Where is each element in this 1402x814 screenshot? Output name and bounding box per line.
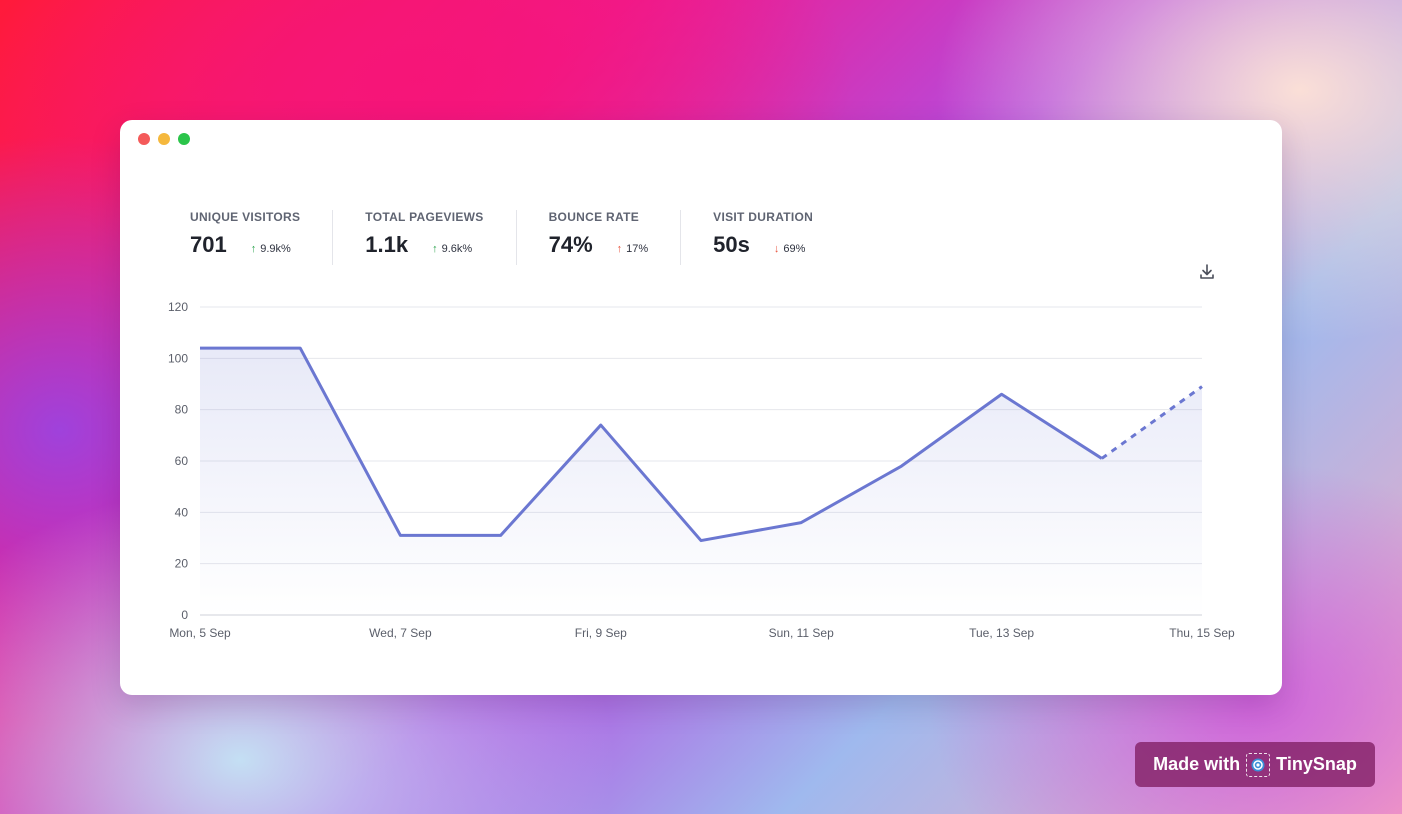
arrow-up-icon: ↑ xyxy=(616,243,623,255)
made-with-badge[interactable]: Made with TinySnap xyxy=(1135,742,1375,787)
series-line-incomplete xyxy=(1100,385,1203,460)
stat-total-pageviews[interactable]: TOTAL PAGEVIEWS 1.1k ↑ 9.6k% xyxy=(365,210,517,265)
stat-change: ↑ 9.6k% xyxy=(432,243,472,255)
y-tick-label: 60 xyxy=(175,454,189,468)
maximize-dot[interactable] xyxy=(178,133,190,145)
stat-value: 701 xyxy=(190,232,227,257)
stat-change: ↓ 69% xyxy=(774,243,806,255)
stat-bounce-rate[interactable]: BOUNCE RATE 74% ↑ 17% xyxy=(549,210,682,265)
stat-label: UNIQUE VISITORS xyxy=(190,210,301,224)
change-value: 9.9k% xyxy=(260,243,291,255)
y-tick-label: 20 xyxy=(175,557,189,571)
x-tick-label: Wed, 7 Sep xyxy=(369,626,432,640)
stat-change: ↑ 9.9k% xyxy=(251,243,291,255)
stat-visit-duration[interactable]: VISIT DURATION 50s ↓ 69% xyxy=(713,210,845,265)
stat-label: TOTAL PAGEVIEWS xyxy=(365,210,484,224)
tinysnap-logo-icon xyxy=(1246,752,1271,777)
badge-brand: TinySnap xyxy=(1276,754,1357,774)
close-dot[interactable] xyxy=(138,133,150,145)
y-tick-label: 40 xyxy=(175,505,189,519)
stats-row: UNIQUE VISITORS 701 ↑ 9.9k% TOTAL PAGEVIE… xyxy=(190,210,877,265)
minimize-dot[interactable] xyxy=(158,133,170,145)
x-tick-label: Sun, 11 Sep xyxy=(769,626,834,640)
arrow-down-icon: ↓ xyxy=(773,243,780,255)
stat-value: 50s xyxy=(713,232,750,257)
arrow-up-icon: ↑ xyxy=(250,243,257,255)
stat-value: 1.1k xyxy=(365,232,409,257)
stat-change: ↑ 17% xyxy=(617,243,649,255)
x-tick-label: Thu, 15 Sep xyxy=(1169,626,1235,640)
x-tick-label: Fri, 9 Sep xyxy=(575,626,627,640)
y-tick-label: 100 xyxy=(168,351,188,365)
badge-prefix: Made with xyxy=(1153,754,1241,774)
y-tick-label: 120 xyxy=(168,300,188,314)
y-tick-label: 80 xyxy=(175,403,189,417)
download-icon[interactable] xyxy=(1198,263,1216,281)
x-tick-label: Tue, 13 Sep xyxy=(969,626,1034,640)
series-line xyxy=(200,346,1103,543)
x-tick-label: Mon, 5 Sep xyxy=(169,626,231,640)
change-value: 69% xyxy=(783,243,806,255)
stat-label: VISIT DURATION xyxy=(713,210,814,224)
stat-unique-visitors[interactable]: UNIQUE VISITORS 701 ↑ 9.9k% xyxy=(190,210,334,265)
stat-value: 74% xyxy=(548,232,593,257)
change-value: 17% xyxy=(626,243,649,255)
change-value: 9.6k% xyxy=(441,243,473,255)
analytics-window: UNIQUE VISITORS 701 ↑ 9.9k% TOTAL PAGEVIE… xyxy=(120,120,1282,695)
y-tick-label: 0 xyxy=(181,608,188,622)
window-controls xyxy=(138,133,190,145)
series-area xyxy=(200,348,1202,615)
visitors-line-chart: 0 20 40 60 80 100 120 Mon, 5 Sep Wed, 7 Sep Fri, … xyxy=(168,300,1235,640)
arrow-up-icon: ↑ xyxy=(432,243,438,255)
stat-label: BOUNCE RATE xyxy=(548,210,640,224)
